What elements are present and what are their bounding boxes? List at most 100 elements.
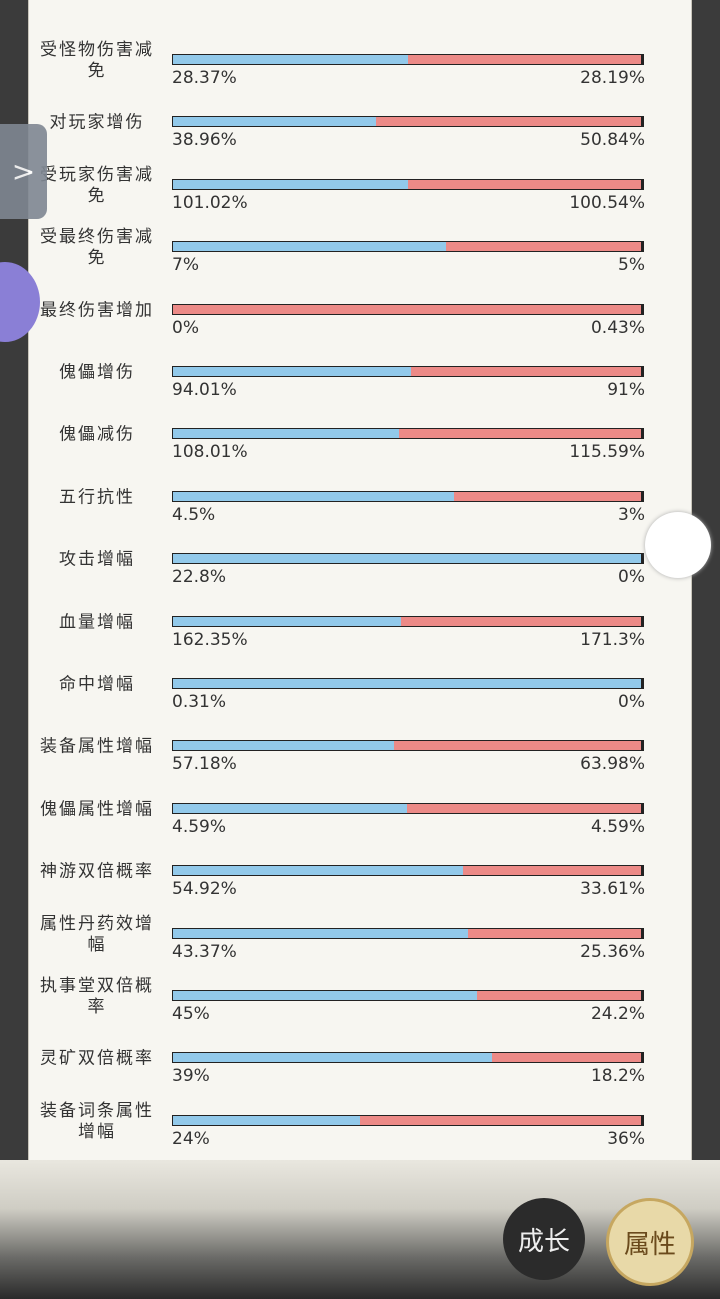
right-bar	[376, 117, 641, 127]
compare-bar	[172, 428, 644, 440]
right-value: 100.54%	[569, 192, 645, 213]
row-label: 灵矿双倍概率	[40, 1048, 154, 1069]
right-bar	[407, 803, 641, 813]
right-value: 25.36%	[580, 941, 645, 962]
right-bar	[492, 1053, 641, 1063]
row-label: 装备词条属性增幅	[40, 1100, 154, 1142]
right-value: 0%	[618, 567, 645, 588]
left-bar	[173, 179, 408, 189]
right-bar	[410, 367, 641, 376]
bottom-bar: 成长 属性	[0, 1160, 720, 1299]
row-label: 装备属性增幅	[40, 736, 154, 757]
compare-bar	[172, 865, 644, 877]
left-value: 45%	[172, 1004, 210, 1024]
right-value: 33.61%	[580, 879, 645, 900]
left-bar	[173, 741, 394, 751]
tab-button[interactable]: 属性	[606, 1198, 694, 1286]
left-value: 0.31%	[172, 692, 227, 712]
row-label: 傀儡增伤	[59, 362, 135, 383]
left-bar	[173, 991, 478, 1000]
compare-bar	[172, 740, 644, 752]
right-bar	[173, 304, 641, 314]
left-value: 108.01%	[172, 442, 248, 463]
left-value: 57.18%	[172, 754, 237, 775]
right-value: 50.84%	[580, 130, 645, 151]
right-bar	[468, 928, 641, 938]
right-value: 36%	[607, 1128, 645, 1149]
left-value: 94.01%	[172, 380, 237, 400]
compare-bar	[172, 366, 644, 377]
left-value: 24%	[172, 1128, 210, 1149]
attribute-panel: 受怪物伤害减免 28.37% 28.19% 对玩家增伤 38.96% 50.84% 受玩家伤…	[28, 0, 692, 1162]
row-label: 属性丹药效增幅	[40, 913, 154, 955]
left-bar	[173, 55, 408, 64]
right-value: 91%	[607, 380, 645, 400]
tab-button[interactable]: 成长	[503, 1198, 585, 1280]
compare-bar	[172, 678, 644, 689]
left-value: 54.92%	[172, 879, 237, 900]
right-value: 115.59%	[569, 442, 645, 463]
compare-bar	[172, 54, 644, 65]
row-label: 受最终伤害减免	[40, 227, 154, 269]
compare-bar	[172, 490, 644, 502]
right-value: 0%	[618, 692, 645, 712]
compare-bar	[172, 990, 644, 1001]
compare-bar	[172, 178, 644, 190]
left-bar	[173, 679, 641, 688]
right-value: 0.43%	[590, 317, 645, 338]
left-value: 4.5%	[172, 504, 216, 525]
left-bar	[173, 367, 411, 376]
left-value: 4.59%	[172, 816, 227, 837]
float-icon[interactable]	[645, 512, 711, 578]
side-tab[interactable]: >	[0, 124, 47, 219]
left-value: 7%	[172, 255, 199, 276]
row-label: 傀儡减伤	[59, 424, 135, 445]
compare-bar	[172, 553, 644, 565]
left-value: 43.37%	[172, 941, 237, 962]
row-label: 五行抗性	[59, 487, 135, 508]
row-label: 执事堂双倍概率	[40, 976, 154, 1017]
row-label: 傀儡属性增幅	[40, 799, 154, 820]
right-value: 24.2%	[590, 1004, 645, 1024]
compare-bar	[172, 1052, 644, 1064]
row-label: 攻击增幅	[59, 549, 135, 570]
row-label: 对玩家增伤	[49, 112, 145, 133]
left-bar	[173, 616, 401, 626]
right-bar	[407, 55, 641, 64]
left-bar	[173, 242, 446, 252]
left-bar	[173, 1115, 361, 1125]
left-value: 38.96%	[172, 130, 237, 151]
left-bar	[173, 491, 454, 501]
left-bar	[173, 1053, 493, 1063]
right-bar	[407, 179, 641, 189]
left-value: 101.02%	[172, 192, 248, 213]
right-value: 3%	[618, 504, 645, 525]
compare-bar	[172, 116, 644, 128]
right-bar	[360, 1115, 641, 1125]
compare-bar	[172, 241, 644, 253]
left-value: 28.37%	[172, 68, 237, 88]
left-value: 0%	[172, 317, 199, 338]
right-value: 5%	[618, 255, 645, 276]
left-bar	[173, 117, 377, 127]
right-value: 63.98%	[580, 754, 645, 775]
row-label: 神游双倍概率	[40, 861, 154, 882]
compare-bar	[172, 1114, 644, 1126]
row-label: 受怪物伤害减免	[40, 40, 154, 81]
right-value: 4.59%	[590, 816, 645, 837]
left-bar	[173, 928, 469, 938]
row-label: 血量增幅	[59, 612, 135, 633]
right-bar	[393, 741, 641, 751]
left-value: 162.35%	[172, 629, 248, 650]
row-label: 命中增幅	[59, 674, 135, 695]
compare-bar	[172, 303, 644, 315]
row-label: 受玩家伤害减免	[40, 164, 154, 206]
left-value: 22.8%	[172, 567, 227, 588]
left-bar	[173, 803, 407, 813]
right-value: 171.3%	[580, 629, 645, 650]
right-bar	[446, 242, 641, 252]
compare-bar	[172, 802, 644, 814]
left-value: 39%	[172, 1066, 210, 1087]
left-bar	[173, 554, 641, 564]
